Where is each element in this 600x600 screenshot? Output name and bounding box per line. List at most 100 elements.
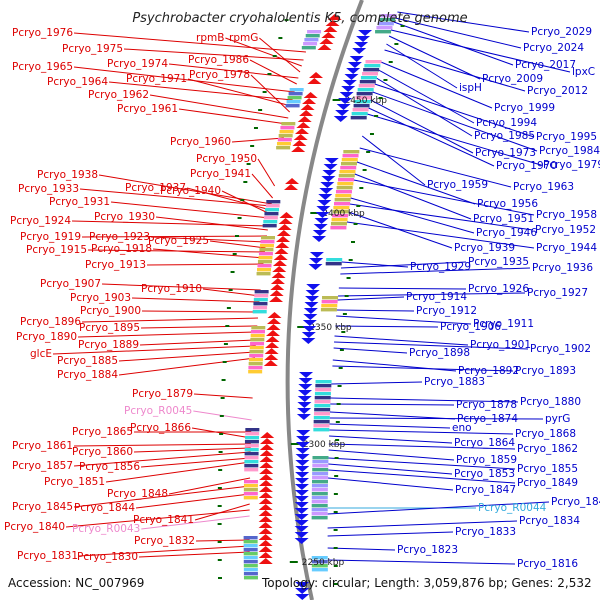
gene-label-right: Pcryo_2029 [531,26,592,38]
gene-label-left: Pcryo_1930 [94,211,155,223]
gene-label-right: Pcryo_1862 [517,443,578,455]
gene-label-right: Pcryo_1995 [536,131,597,143]
feature-box-right [359,80,376,84]
gene-label-left: Pcryo_1974 [107,58,168,70]
gene-label-right: Pcryo_1929 [410,261,471,273]
gene-label-left: Pcryo_1938 [37,169,98,181]
gene-label-left: Pcryo_1975 [62,43,123,55]
forward-gene-arrow [266,318,281,324]
gene-label-right: Pcryo_1926 [468,283,529,295]
connector-line-left [151,236,267,243]
connector-line-left [118,357,255,376]
forward-gene-arrow [258,540,273,546]
gene-label-right: Pcryo_1963 [513,181,574,193]
gene-label-right: Pcryo_1883 [424,376,485,388]
reverse-gene-arrow [314,218,329,224]
connector-line-right [337,296,405,301]
forward-gene-arrow [258,510,273,516]
connector-line-right [328,469,516,484]
feature-box-left [243,568,258,572]
feature-box-right [353,104,370,108]
gene-label-right: Pcryo_1959 [427,179,488,191]
forward-gene-arrow [259,444,274,450]
forward-gene-arrow [272,260,287,266]
feature-box-right [357,88,374,92]
feature-box-left [278,134,293,138]
gene-label-right: Pcryo_1823 [397,544,458,556]
feature-box-right [311,492,328,496]
feature-box-right [312,456,329,460]
connector-line-left [147,263,264,266]
gene-label-left: Pcryo_1964 [47,76,108,88]
forward-gene-arrow [291,146,306,152]
connector-line-left [82,317,259,323]
reverse-gene-arrow [322,170,337,176]
feature-box-right [312,460,329,464]
forward-gene-arrow [258,480,273,486]
gene-label-left: Pcryo_1933 [18,183,79,195]
connector-line-left [102,283,261,291]
topology-text: Topology: circular; Length: 3,059,876 bp… [261,576,592,590]
forward-gene-arrow [277,224,292,230]
feature-box-left [245,428,260,432]
feature-box-left [257,264,272,268]
forward-gene-arrow [259,462,274,468]
feature-box-left [251,326,266,330]
reverse-gene-arrow [298,384,313,390]
reverse-gene-arrow [301,332,316,338]
reverse-gene-arrow [294,520,309,526]
feature-box-left [263,216,278,220]
connector-line-left [142,310,259,313]
backbone-tick-label: 2350 kbp [309,323,352,333]
feature-box-right [314,392,331,396]
reverse-gene-arrow [295,594,310,600]
reverse-gene-arrow [336,104,351,110]
backbone-tick-label: 2250 kbp [302,558,345,568]
connector-line-right [329,417,544,420]
forward-gene-arrow [278,218,293,224]
feature-box-left [256,272,271,276]
gene-label-right: pyrG [545,413,570,425]
feature-box-right [337,182,354,186]
gene-label-right: Pcryo_R0044 [478,502,547,514]
forward-gene-arrow [319,38,334,44]
feature-box-right [336,186,353,190]
feature-box-left [276,146,291,150]
feature-box-right [376,26,393,30]
connector-line-right [327,520,518,529]
gene-label-right: Pcryo_1893 [515,365,576,377]
gene-label-left: Pcryo_1890 [16,331,77,343]
reverse-gene-arrow [294,514,309,520]
feature-box-left [243,548,258,552]
connector-line-right [356,161,476,205]
connector-line-left [141,325,258,329]
reverse-gene-arrow [338,98,353,104]
connector-line-right [328,457,516,470]
reverse-gene-arrow [297,408,312,414]
feature-box-left [243,536,258,540]
feature-box-right [313,416,330,420]
feature-box-right [314,400,331,404]
gene-label-right: Pcryo_1956 [477,198,538,210]
forward-gene-arrow [327,14,342,20]
forward-gene-arrow [276,230,291,236]
forward-gene-labels: Pcryo_1976 Pcryo_1975 rpmB rpmG Pcryo_1974 Pc… [4,27,258,563]
connector-line-right [390,29,571,73]
feature-box-left [285,104,300,108]
forward-gene-arrow [259,468,274,474]
forward-gene-arrow [258,558,273,564]
forward-gene-arrow [259,456,274,462]
feature-box-left [265,208,280,212]
feature-box-left [244,444,259,448]
gene-label-right: Pcryo_1878 [456,399,517,411]
feature-box-right [341,158,358,162]
gene-label-left: Pcryo_1860 [72,446,133,458]
connector-line-right [340,261,467,269]
feature-box-left [277,138,292,142]
connector-line-right [338,287,467,290]
connector-line-left [124,48,304,61]
feature-box-left [249,354,264,358]
gene-label-right: Pcryo_2017 [515,59,576,71]
connector-line-right [386,43,458,89]
reverse-gene-arrow [354,42,369,48]
